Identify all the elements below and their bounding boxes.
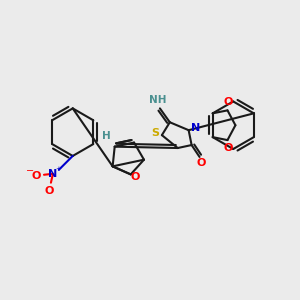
Text: +: + (55, 166, 61, 172)
Text: O: O (32, 171, 41, 181)
Text: N: N (48, 169, 58, 179)
Text: −: − (26, 166, 34, 176)
Text: O: O (224, 143, 233, 153)
Text: O: O (224, 98, 233, 107)
Text: O: O (44, 186, 54, 196)
Text: N: N (191, 123, 200, 133)
Text: S: S (151, 128, 159, 138)
Text: NH: NH (149, 95, 167, 106)
Text: O: O (197, 158, 206, 168)
Text: H: H (102, 131, 111, 141)
Text: O: O (131, 172, 140, 182)
